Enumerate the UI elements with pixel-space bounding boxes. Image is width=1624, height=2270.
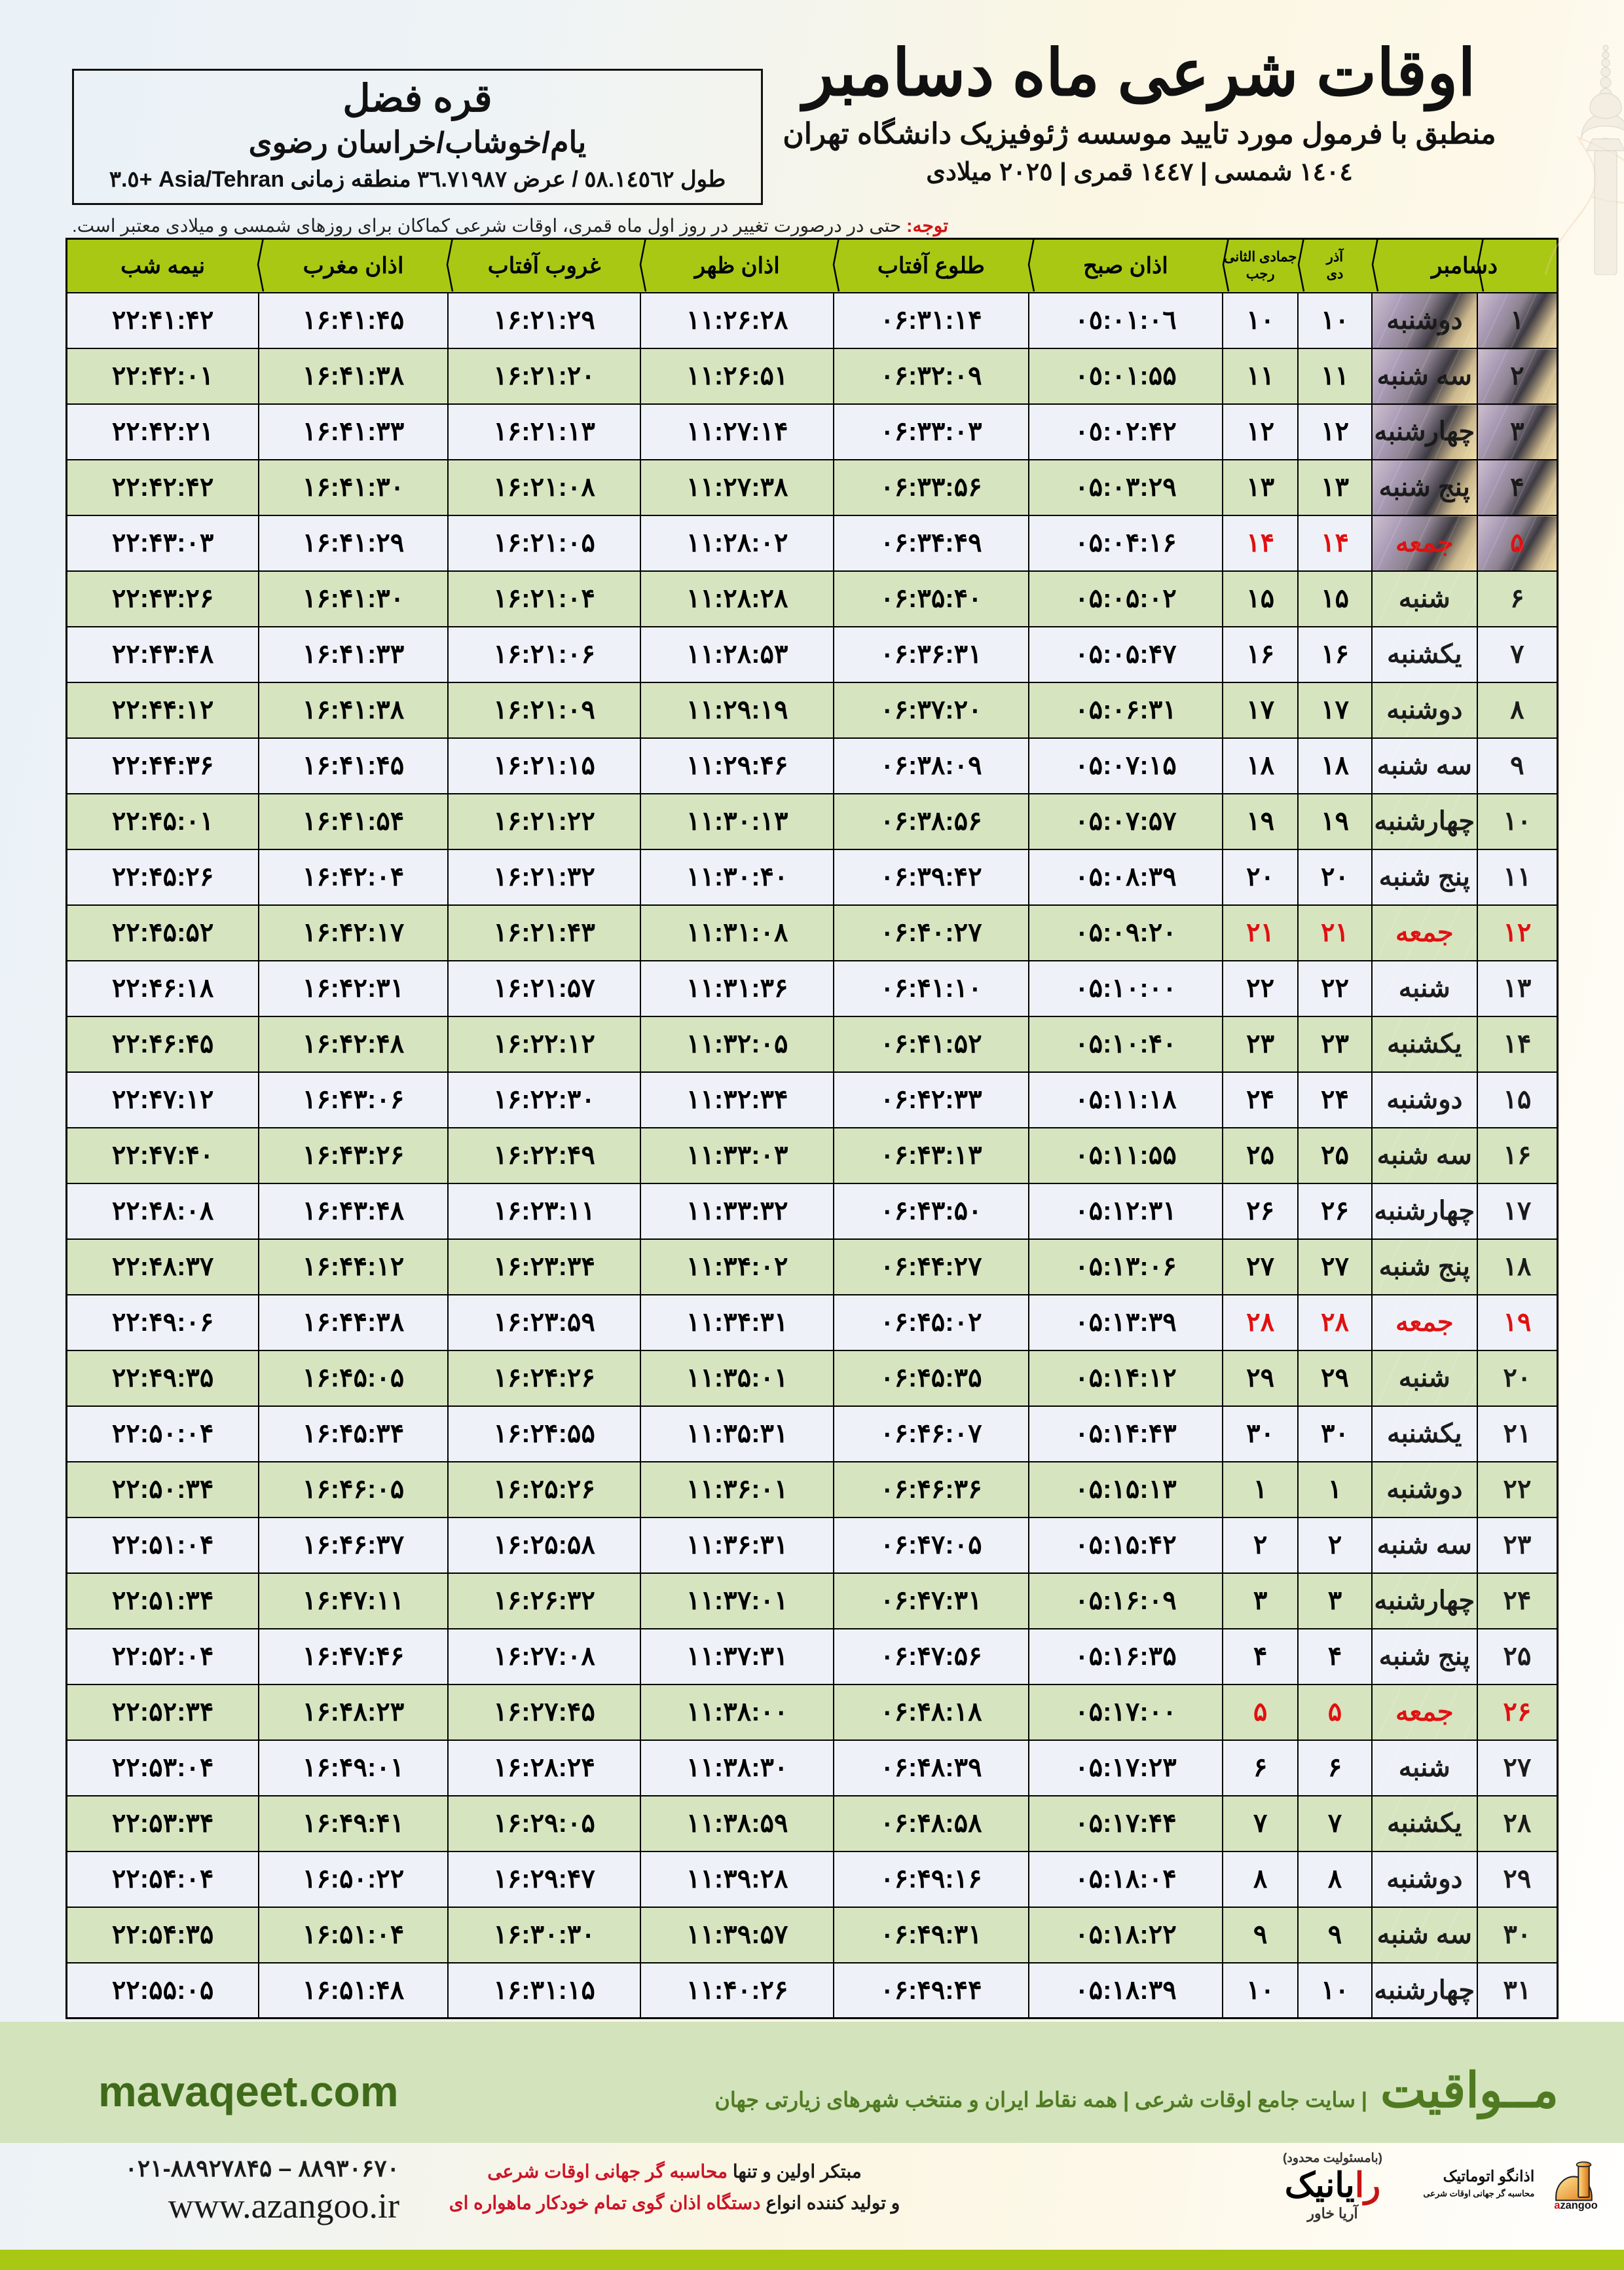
svg-text:اذانگو اتوماتیک: اذانگو اتوماتیک — [1443, 2167, 1535, 2186]
svg-text:محاسبه گر جهانی اوقات شرعی: محاسبه گر جهانی اوقات شرعی — [1423, 2187, 1534, 2199]
svg-text:azangoo: azangoo — [1554, 2200, 1597, 2212]
